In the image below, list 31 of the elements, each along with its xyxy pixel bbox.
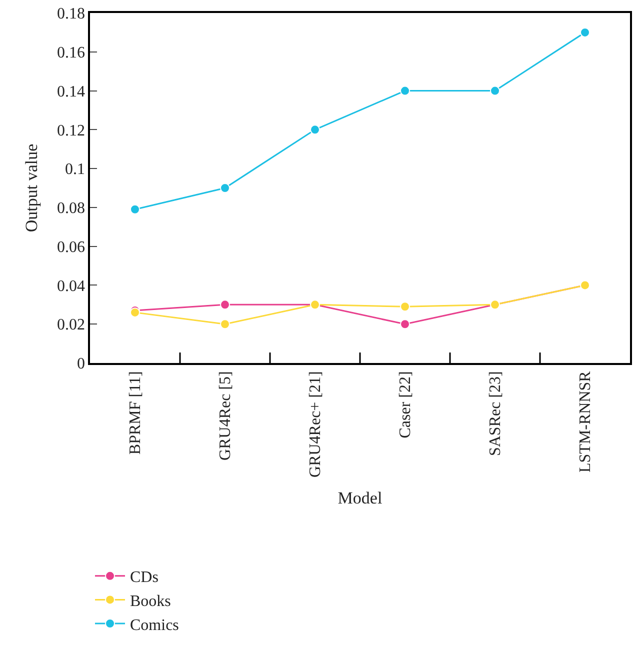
point — [130, 204, 140, 214]
legend-label: CDs — [130, 569, 158, 586]
x-tick-label: GRU4Rec+ [21] — [307, 371, 324, 478]
y-tick-label: 0.16 — [57, 44, 86, 62]
x-axis-title: Model — [338, 488, 382, 508]
y-tick-label: 0.14 — [57, 83, 86, 100]
y-tick-label: 0.02 — [57, 316, 86, 334]
y-tick-label: 0 — [77, 356, 86, 373]
point — [220, 300, 230, 310]
legend-label: Comics — [130, 616, 179, 634]
point — [220, 319, 230, 330]
y-tick-label: 0.06 — [57, 238, 86, 256]
point — [310, 124, 320, 135]
point — [400, 86, 410, 96]
x-tick-label: GRU4Rec [5] — [217, 371, 234, 460]
x-tick-label: BPRMF [11] — [127, 371, 144, 455]
y-tick-label: 0.04 — [57, 278, 86, 295]
point — [580, 27, 590, 38]
point — [400, 319, 410, 330]
legend-label: Books — [130, 592, 171, 610]
y-tick-label: 0.08 — [57, 200, 86, 218]
x-tick-label: SASRec [23] — [487, 371, 504, 456]
point — [220, 183, 230, 193]
y-tick-label: 0.18 — [57, 6, 86, 23]
y-tick-label: 0.1 — [65, 161, 86, 178]
x-tick-label: LSTM-RNNSR — [577, 370, 594, 473]
x-tick-label: Caser [22] — [397, 371, 414, 438]
point — [400, 302, 410, 312]
y-tick-label: 0.12 — [57, 122, 86, 140]
point — [490, 86, 500, 96]
y-axis-title: Output value — [22, 144, 42, 232]
